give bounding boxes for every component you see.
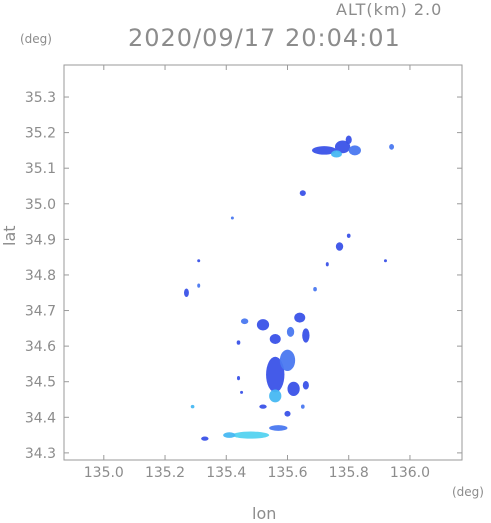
- echo-cell: [197, 259, 201, 263]
- echo-cell: [311, 146, 337, 155]
- echo-cell: [269, 334, 281, 344]
- x-ticks: 135.0 135.2 135.4 135.6 135.8 136.0: [84, 65, 430, 481]
- x-tick-label: 136.0: [390, 465, 430, 481]
- x-axis-unit: (deg): [452, 485, 484, 499]
- echo-cell: [266, 356, 285, 393]
- echo-cell: [383, 259, 387, 263]
- echo-cell: [284, 410, 291, 417]
- echo-cell: [325, 262, 329, 267]
- echo-cell: [335, 242, 344, 251]
- y-tick-label: 35.0: [25, 197, 56, 213]
- echo-cell: [279, 349, 296, 372]
- y-tick-label: 34.4: [25, 410, 56, 426]
- x-tick-label: 135.2: [145, 465, 185, 481]
- y-tick-label: 35.2: [25, 126, 56, 142]
- echo-cell: [232, 431, 270, 439]
- y-axis-unit: (deg): [20, 32, 52, 46]
- y-tick-label: 35.1: [25, 161, 56, 177]
- echo-cell: [201, 436, 209, 441]
- y-tick-label: 34.9: [25, 232, 56, 248]
- echo-cell: [299, 190, 306, 196]
- altitude-label: ALT(km) 2.0: [336, 0, 443, 19]
- y-tick-label: 35.3: [25, 90, 56, 106]
- echo-cell: [230, 216, 234, 220]
- echo-cell: [259, 404, 267, 409]
- echo-cell: [313, 287, 317, 292]
- echo-cell: [302, 328, 310, 343]
- x-axis-label: lon: [252, 504, 277, 523]
- echo-cell: [287, 381, 300, 396]
- echo-cell: [345, 135, 352, 145]
- echo-cell: [236, 340, 241, 345]
- echo-cell: [223, 432, 236, 438]
- y-tick-label: 34.5: [25, 375, 56, 391]
- echo-cell: [330, 150, 342, 158]
- echo-cell: [302, 381, 309, 390]
- x-tick-label: 135.6: [267, 465, 307, 481]
- x-tick-label: 135.0: [84, 465, 124, 481]
- y-tick-label: 34.7: [25, 304, 56, 320]
- echo-cell: [300, 404, 305, 409]
- echo-cells: [184, 135, 395, 441]
- y-tick-label: 34.6: [25, 339, 56, 355]
- echo-cell: [334, 140, 351, 154]
- echo-cell: [294, 312, 306, 323]
- y-tick-label: 34.8: [25, 268, 56, 284]
- x-tick-label: 135.4: [206, 465, 246, 481]
- y-tick-label: 34.3: [25, 446, 56, 462]
- echo-cell: [240, 318, 249, 325]
- echo-cell: [236, 376, 241, 381]
- x-tick-label: 135.8: [329, 465, 369, 481]
- echo-cell: [348, 145, 361, 156]
- echo-cell: [389, 144, 395, 150]
- echo-cell: [269, 389, 282, 403]
- echo-cell: [197, 283, 201, 288]
- echo-cell: [190, 404, 195, 409]
- observation-datetime: 2020/09/17 20:04:01: [128, 24, 401, 52]
- plot-frame: [63, 64, 463, 461]
- echo-cell: [346, 233, 351, 238]
- echo-cell: [184, 288, 189, 298]
- echo-cell: [269, 425, 288, 431]
- echo-cell: [286, 326, 295, 337]
- echo-cell: [256, 319, 270, 331]
- y-ticks: 34.3 34.4 34.5 34.6 34.7 34.8 34.9 35.0 35.1 35.2…: [25, 90, 462, 462]
- echo-cell: [240, 390, 244, 394]
